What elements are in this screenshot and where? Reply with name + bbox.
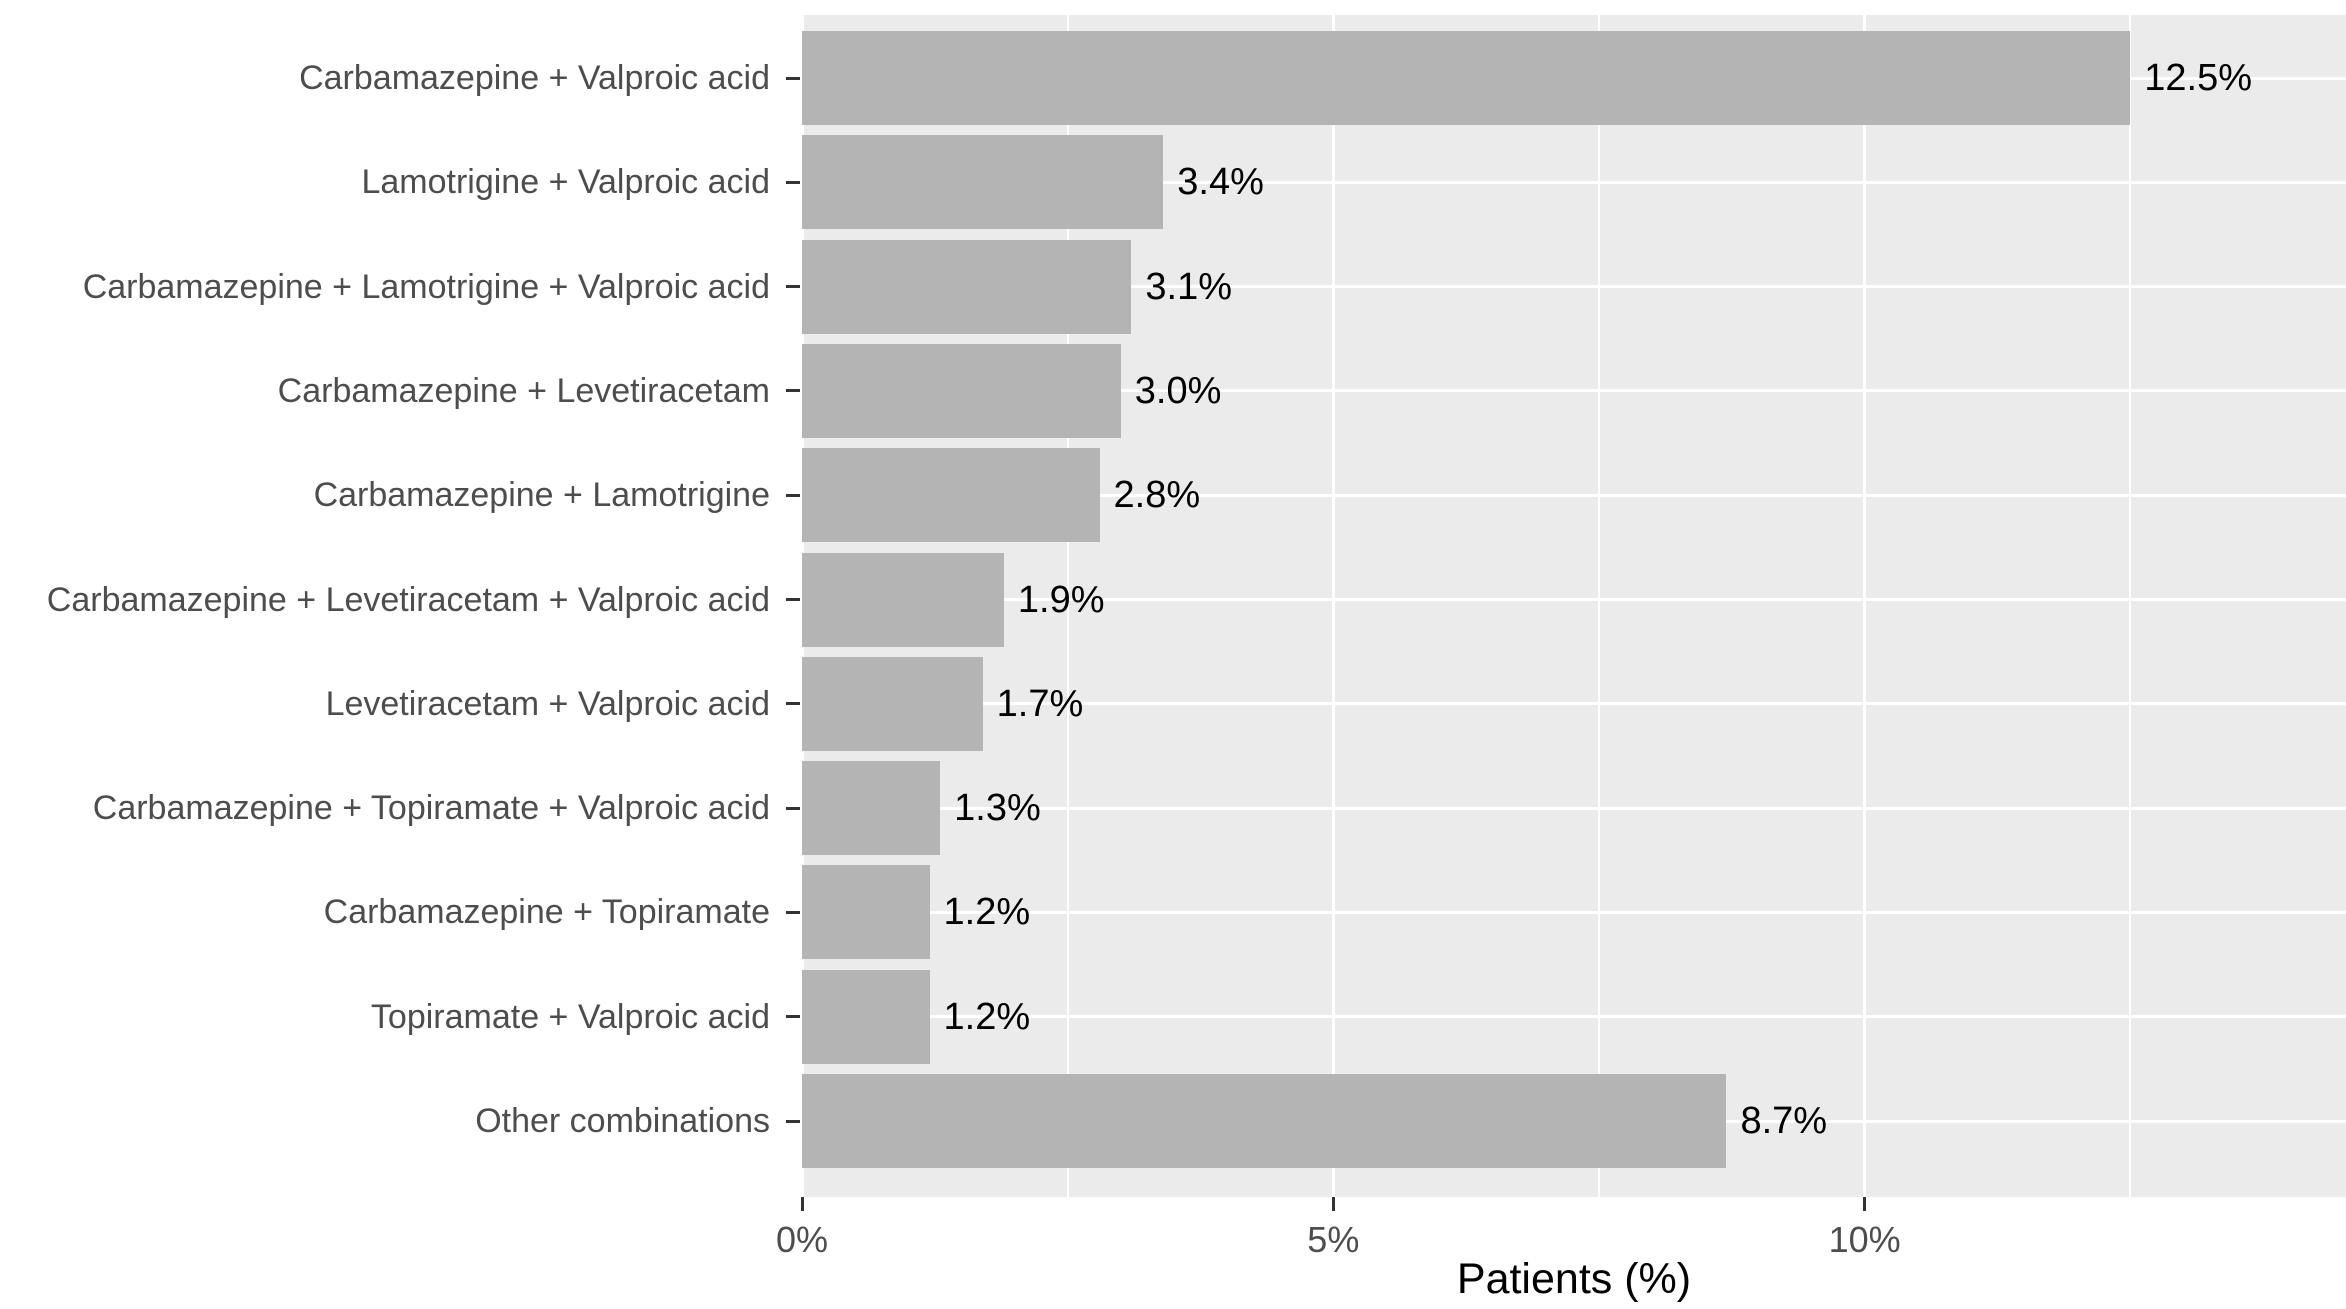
category-tick-mark: [786, 285, 800, 289]
bar: [802, 343, 1121, 438]
bar-value-label: 12.5%: [2144, 57, 2253, 99]
category-label: Carbamazepine + Topiramate: [323, 893, 770, 932]
bar: [802, 969, 930, 1064]
x-tick-mark: [1863, 1197, 1867, 1211]
category-label: Carbamazepine + Topiramate + Valproic ac…: [92, 789, 770, 828]
category-tick-mark: [786, 702, 800, 706]
bar: [802, 135, 1164, 230]
bar: [802, 31, 2131, 125]
x-axis-title: Patients (%): [1456, 1255, 1692, 1303]
bar-value-label: 1.7%: [996, 682, 1084, 725]
category-tick-mark: [786, 1015, 800, 1019]
bar-value-label: 2.8%: [1113, 474, 1201, 517]
bar: [802, 761, 941, 856]
bar: [802, 865, 930, 960]
bar: [802, 552, 1004, 647]
category-tick-mark: [786, 76, 800, 80]
bar-value-label: 3.4%: [1177, 161, 1264, 204]
x-tick-label: 10%: [1828, 1219, 1901, 1260]
x-tick-mark: [800, 1197, 804, 1211]
h-gridline: [802, 702, 2346, 706]
category-tick-mark: [786, 910, 800, 914]
h-gridline: [802, 598, 2346, 601]
h-gridline: [802, 285, 2346, 289]
bar-value-label: 1.2%: [943, 891, 1031, 934]
category-tick-mark: [786, 180, 800, 184]
category-label: Lamotrigine + Valproic acid: [361, 163, 770, 202]
category-label: Topiramate + Valproic acid: [370, 997, 770, 1036]
v-gridline-major: [1863, 15, 1867, 1197]
v-gridline-minor: [1597, 15, 1600, 1197]
bar-value-label: 3.0%: [1134, 369, 1222, 412]
bar-value-label: 8.7%: [1740, 1100, 1828, 1142]
bar: [802, 448, 1100, 543]
category-tick-mark: [786, 1119, 800, 1123]
category-label: Carbamazepine + Lamotrigine + Valproic a…: [82, 267, 770, 306]
v-gridline-major: [1331, 15, 1335, 1197]
bar: [802, 1074, 1727, 1168]
category-tick-mark: [786, 493, 800, 497]
x-tick-label: 0%: [775, 1219, 829, 1260]
h-gridline: [802, 806, 2346, 810]
h-gridline: [802, 180, 2346, 184]
h-gridline: [802, 910, 2346, 914]
h-gridline: [802, 1015, 2346, 1019]
category-label: Other combinations: [475, 1102, 770, 1140]
category-label: Carbamazepine + Valproic acid: [299, 59, 770, 97]
category-label: Carbamazepine + Levetiracetam: [277, 371, 770, 410]
bar-value-label: 1.2%: [943, 995, 1031, 1038]
bar-value-label: 1.3%: [954, 787, 1041, 830]
bar-value-label: 3.1%: [1145, 265, 1233, 308]
x-tick-label: 5%: [1307, 1219, 1360, 1260]
v-gridline-minor: [1066, 15, 1069, 1197]
x-tick-mark: [1331, 1197, 1335, 1211]
h-gridline: [802, 493, 2346, 497]
bar: [802, 656, 983, 751]
bar-value-label: 1.9%: [1017, 578, 1105, 621]
bar: [802, 239, 1132, 334]
plot-panel: 12.5% 3.4% 3.1% 3.0% 2.8% 1.9% 1.7% 1.3% 1.2% 1.2…: [802, 15, 2346, 1197]
category-label: Levetiracetam + Valproic acid: [325, 684, 770, 723]
category-tick-mark: [786, 598, 800, 601]
category-tick-mark: [786, 389, 800, 393]
category-label: Carbamazepine + Levetiracetam + Valproic…: [46, 580, 770, 619]
category-label: Carbamazepine + Lamotrigine: [313, 476, 770, 515]
v-gridline-minor: [2129, 15, 2132, 1197]
h-gridline: [802, 389, 2346, 393]
category-tick-mark: [786, 806, 800, 810]
